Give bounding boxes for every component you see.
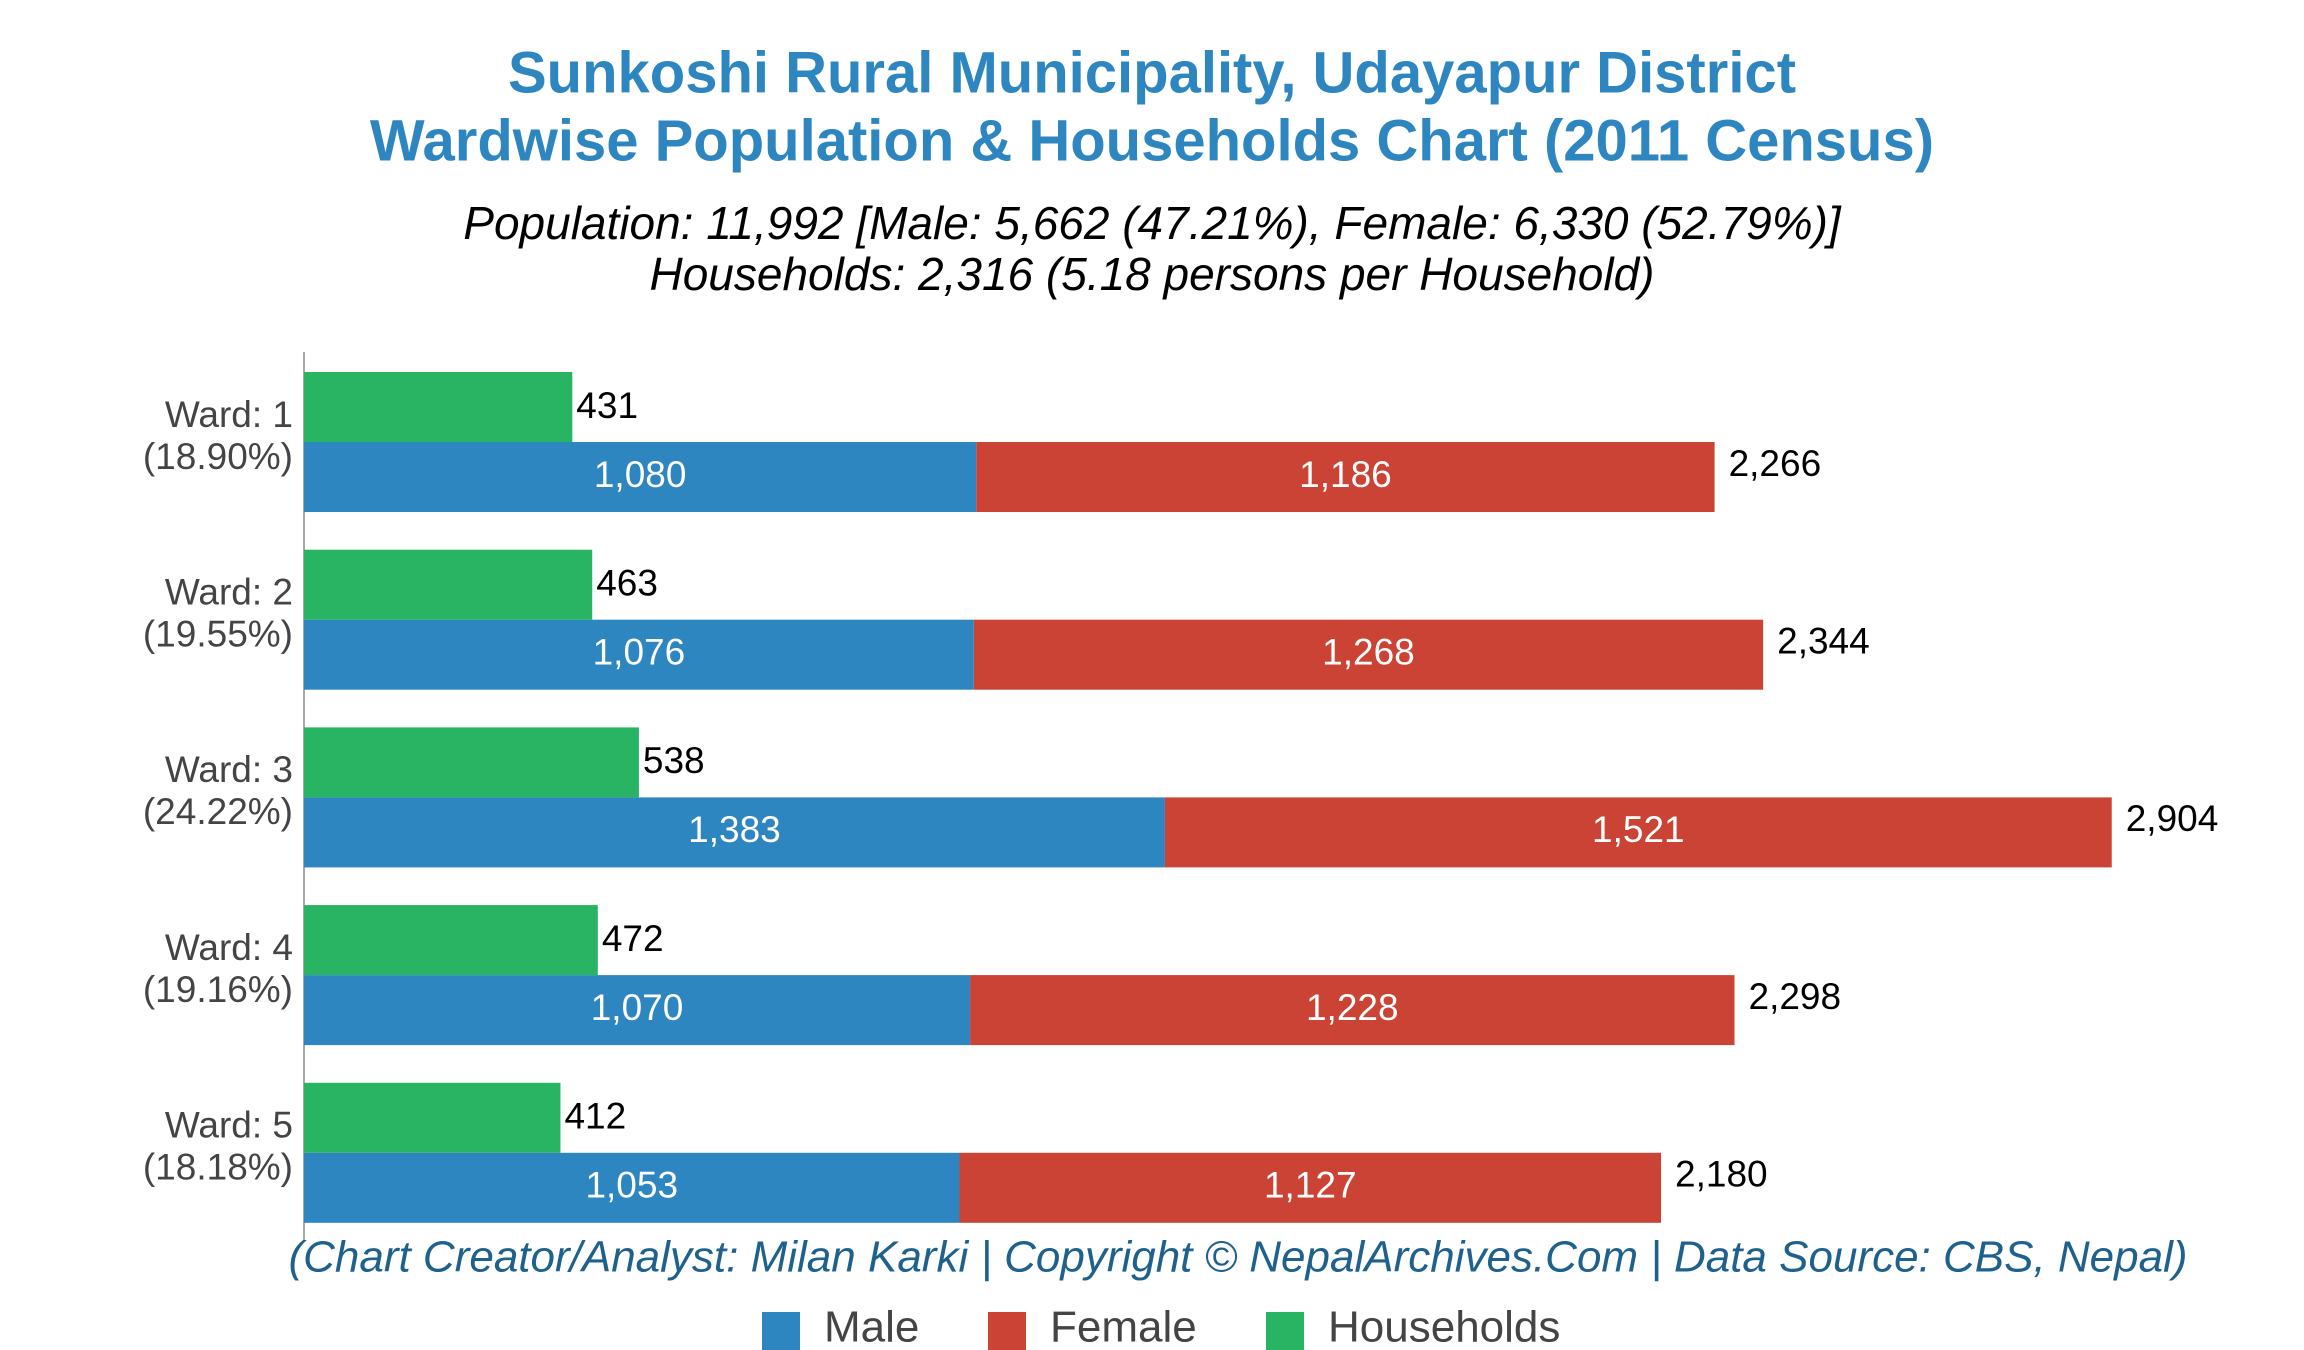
value-label: 1,080	[594, 454, 687, 495]
bar-segment	[304, 1152, 960, 1223]
category-label: Ward: 1	[165, 394, 293, 435]
value-label: 1,127	[1264, 1165, 1357, 1206]
category-label: Ward: 3	[165, 749, 293, 790]
bar-segment	[304, 797, 1165, 868]
value-label: 463	[596, 562, 658, 603]
bar	[304, 727, 639, 798]
footer: (Chart Creator/Analyst: Milan Karki | Co…	[288, 1233, 2187, 1282]
category-note: (24.22%)	[143, 791, 293, 832]
total-label: 2,344	[1777, 620, 1870, 661]
value-label: 1,228	[1306, 987, 1399, 1028]
category-note: (19.16%)	[143, 969, 293, 1010]
legend-label: Households	[1328, 1303, 1560, 1350]
chart-title: Sunkoshi Rural Municipality, Udayapur Di…	[508, 40, 1796, 105]
legend-label: Male	[824, 1303, 919, 1350]
value-label: 472	[602, 918, 664, 959]
bar-segment	[976, 442, 1715, 512]
bar-segment	[973, 619, 1764, 690]
bar	[304, 372, 573, 442]
total-label: 2,904	[2126, 798, 2219, 839]
value-label: 1,053	[585, 1165, 678, 1206]
bar	[304, 549, 593, 620]
category-label: Ward: 5	[165, 1105, 293, 1146]
legend-swatch	[988, 1312, 1026, 1350]
value-label: 1,076	[593, 631, 686, 672]
value-label: 1,268	[1322, 631, 1415, 672]
legend-swatch	[1266, 1312, 1304, 1350]
bar-segment	[304, 975, 971, 1046]
value-label: 1,070	[591, 987, 684, 1028]
value-label: 1,186	[1299, 454, 1392, 495]
bar-segment	[959, 1152, 1662, 1223]
value-label: 412	[564, 1096, 626, 1137]
value-label: 1,521	[1592, 809, 1685, 850]
bar-segment	[1164, 797, 2112, 868]
legend-swatch	[762, 1312, 800, 1350]
value-label: 1,383	[688, 809, 781, 850]
chart-subtitle: Households: 2,316 (5.18 persons per Hous…	[650, 248, 1655, 300]
category-note: (18.90%)	[143, 436, 293, 477]
value-label: 431	[576, 385, 638, 426]
category-label: Ward: 4	[165, 927, 293, 968]
bar-segment	[304, 619, 974, 690]
bar-segment	[304, 442, 977, 512]
bar-segment	[970, 975, 1735, 1046]
total-label: 2,298	[1749, 976, 1842, 1017]
category-label: Ward: 2	[165, 571, 293, 612]
category-note: (18.18%)	[143, 1147, 293, 1188]
total-label: 2,180	[1675, 1154, 1768, 1195]
bar	[304, 1082, 561, 1153]
total-label: 2,266	[1729, 443, 1822, 484]
legend-label: Female	[1050, 1303, 1197, 1350]
chart-subtitle: Population: 11,992 [Male: 5,662 (47.21%)…	[463, 197, 1842, 249]
category-note: (19.55%)	[143, 613, 293, 654]
bar	[304, 905, 598, 976]
value-label: 538	[643, 740, 705, 781]
chart-title: Wardwise Population & Households Chart (…	[370, 108, 1934, 173]
